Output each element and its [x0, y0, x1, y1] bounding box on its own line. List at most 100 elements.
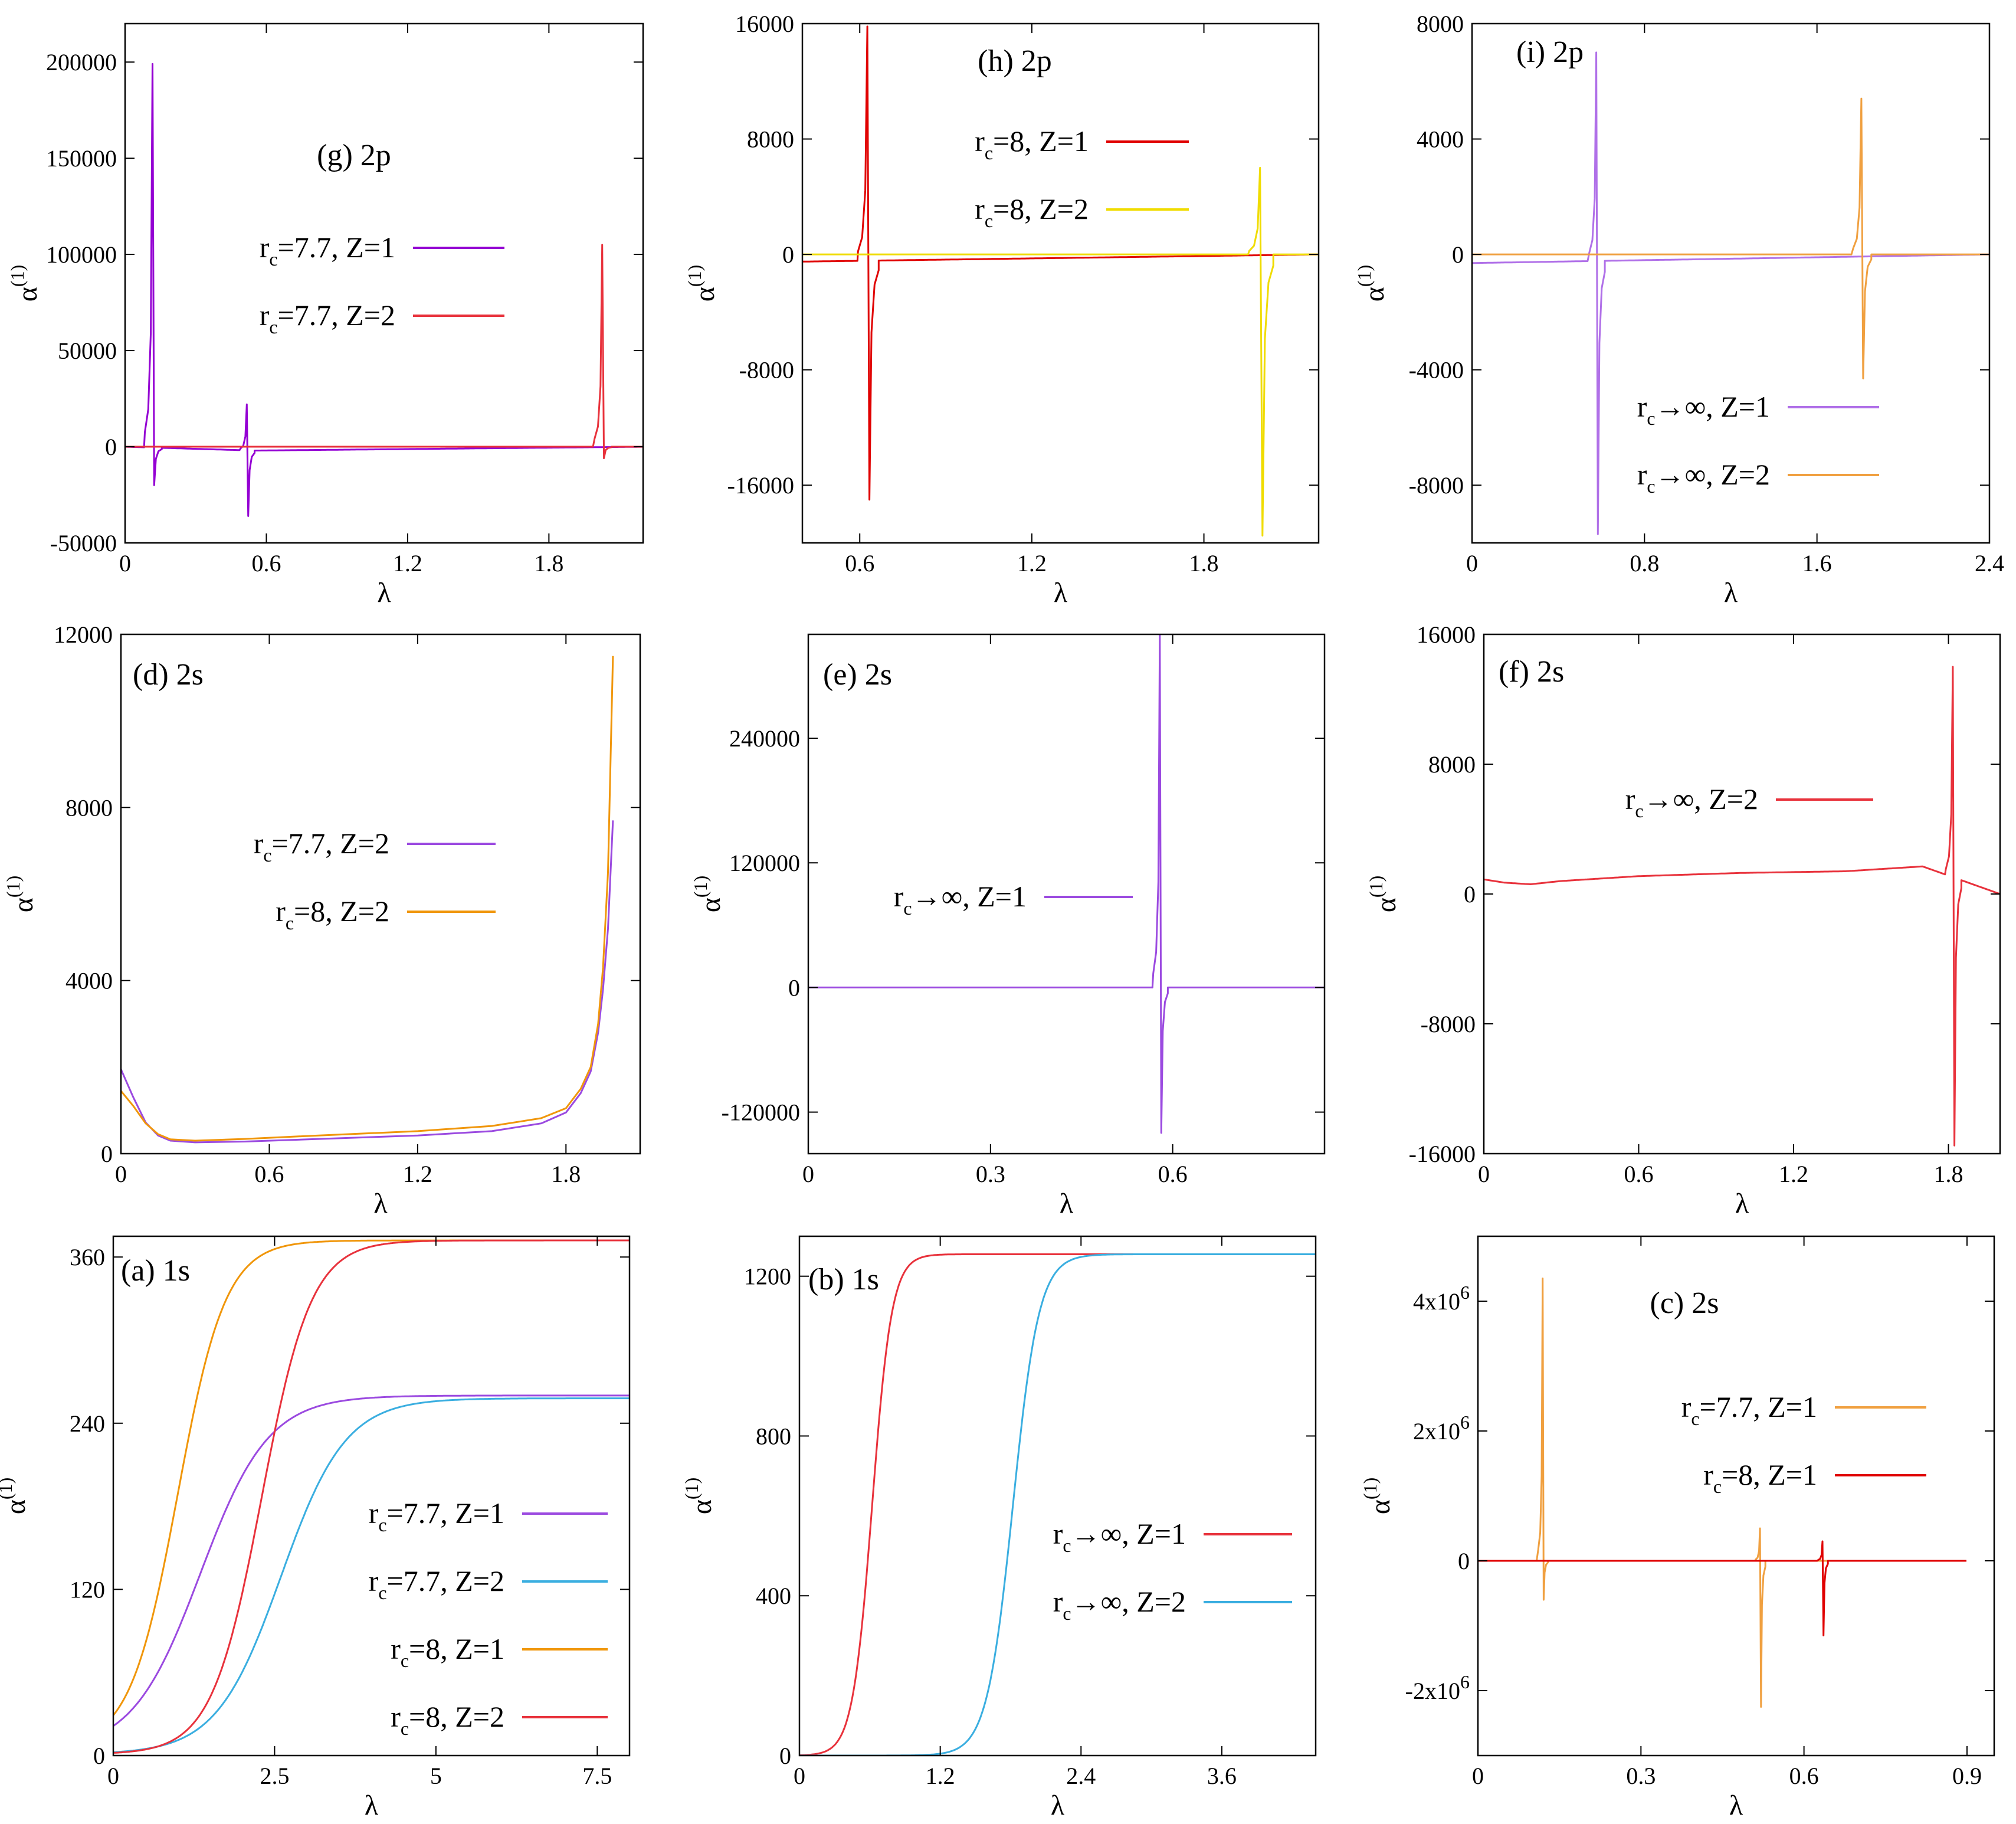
- panel-g: 0 0.6 1.2 1.8-50000050000100000150000200000…: [6, 22, 644, 608]
- legend-label: rc=8, Z=2: [276, 895, 389, 934]
- legend-label: rc→∞, Z=2: [1625, 782, 1758, 821]
- y-tick-label: 8000: [1428, 751, 1476, 778]
- legend-label: rc=7.7, Z=1: [1681, 1390, 1817, 1429]
- x-tick-label: 0: [1472, 1763, 1484, 1789]
- y-axis-label: α(1): [684, 265, 720, 302]
- y-tick-label: -2x106: [1405, 1671, 1470, 1704]
- legend-label: rc→∞, Z=1: [1053, 1517, 1186, 1556]
- x-axis-label: λ: [1060, 1188, 1074, 1219]
- legend-label: rc→∞, Z=2: [1637, 458, 1770, 497]
- x-tick-label: 0.6: [1624, 1161, 1654, 1187]
- plot-area: [1484, 666, 2000, 1147]
- x-tick-label: 0: [1478, 1161, 1490, 1187]
- y-tick-label: -16000: [727, 472, 794, 499]
- y-tick-label: 200000: [46, 49, 117, 76]
- x-tick-label: 2.4: [1066, 1763, 1096, 1789]
- y-tick-label: 16000: [735, 11, 794, 37]
- legend-label: rc=8, Z=1: [1703, 1458, 1817, 1497]
- series-line: [1478, 1540, 1966, 1636]
- x-tick-label: 0.6: [254, 1161, 284, 1187]
- y-axis-label: α(1): [1365, 876, 1402, 912]
- x-tick-label: 1.2: [926, 1763, 955, 1789]
- plot-frame: [120, 633, 641, 1155]
- panel-title: (e) 2s: [823, 658, 892, 692]
- panel-title: (f) 2s: [1499, 655, 1564, 689]
- panel-title: (i) 2p: [1516, 35, 1584, 69]
- x-tick-label: 1.8: [1189, 550, 1219, 577]
- legend-label: rc=8, Z=2: [975, 192, 1089, 231]
- series-line: [113, 1239, 630, 1754]
- panel-title: (g) 2p: [317, 139, 391, 172]
- panel-title: (h) 2p: [978, 44, 1052, 78]
- y-tick-label: 0: [93, 1743, 105, 1769]
- y-tick-label: 240: [70, 1410, 105, 1437]
- series-line: [802, 166, 1318, 537]
- x-axis-label: λ: [1729, 1790, 1743, 1821]
- x-axis-label: λ: [373, 1188, 388, 1219]
- plot-area: [113, 1239, 630, 1754]
- legend-label: rc→∞, Z=1: [894, 880, 1027, 919]
- panel-title: (c) 2s: [1650, 1286, 1719, 1320]
- y-tick-label: 0: [1458, 1548, 1470, 1574]
- series-line: [125, 244, 643, 460]
- x-tick-label: 0: [1466, 550, 1478, 577]
- panel-f: 0 0.6 1.2 1.8 -16000 -8000 0 8000 16000 λ α(1) (f) …: [1365, 621, 2001, 1219]
- y-tick-label: 4x106: [1413, 1282, 1470, 1315]
- legend-label: rc=8, Z=1: [975, 125, 1089, 163]
- plot-frame: [801, 22, 1320, 544]
- plot-area: [121, 656, 614, 1144]
- panel-b: 0 1.2 2.4 3.6 0 400 800 1200 λ α(1) (b) 1s rc→∞, Z=…: [681, 1235, 1317, 1821]
- y-tick-label: -8000: [739, 357, 794, 384]
- y-tick-label: 8000: [747, 126, 794, 153]
- legend-label: rc=7.7, Z=2: [369, 1564, 504, 1603]
- x-tick-label: 1.2: [393, 550, 422, 577]
- x-axis-label: λ: [377, 577, 391, 608]
- y-tick-label: -16000: [1409, 1141, 1476, 1167]
- y-tick-label: -4000: [1409, 357, 1464, 384]
- x-tick-label: 1.8: [551, 1161, 581, 1187]
- series-line: [121, 656, 614, 1142]
- x-tick-label: 0.9: [1952, 1763, 1982, 1789]
- y-axis-label: α(1): [2, 876, 39, 912]
- x-tick-label: 1.8: [1934, 1161, 1963, 1187]
- plot-area: [802, 25, 1318, 537]
- series-line: [113, 1394, 630, 1727]
- y-tick-label: 120: [70, 1576, 105, 1603]
- y-tick-label: -8000: [1421, 1011, 1476, 1037]
- y-tick-label: 150000: [46, 145, 117, 172]
- y-tick-label: 400: [756, 1583, 791, 1609]
- x-axis-label: λ: [1054, 577, 1068, 608]
- panel-d: 0 0.6 1.2 1.8 0 4000 8000 12000 λ α(1) (d) 2s rc=7.…: [2, 621, 641, 1219]
- x-tick-label: 0.6: [251, 550, 281, 577]
- panel-c: 0 0.3 0.6 0.9 -2x106 0 2x106 4x106 λ α(1) (c) 2s rc…: [1359, 1235, 1995, 1821]
- legend-label: rc→∞, Z=2: [1053, 1585, 1186, 1624]
- legend-label: rc→∞, Z=1: [1637, 390, 1770, 429]
- panel-a: 0 2.5 5 7.5 0 120 240 360 λ α(1) (a) 1s rc=7.7, Z=1…: [0, 1235, 631, 1821]
- x-tick-label: 2.5: [260, 1763, 289, 1789]
- series-line: [113, 1239, 630, 1716]
- x-tick-label: 0: [115, 1161, 127, 1187]
- y-tick-label: 1200: [744, 1263, 791, 1290]
- y-axis-label: α(1): [1359, 1478, 1396, 1514]
- x-tick-label: 2.4: [1975, 550, 2004, 577]
- y-tick-label: 4000: [65, 968, 113, 994]
- panel-h: 0.6 1.2 1.8 -16000 -8000 0 8000 16000 λ α(1) (h) 2…: [684, 11, 1320, 608]
- panel-i: 0 0.8 1.6 2.4 -8000 -4000 0 4000 8000 λ α(1) (i) 2p…: [1353, 11, 2004, 608]
- series-line: [799, 1253, 1316, 1756]
- x-tick-label: 0.6: [1158, 1161, 1188, 1187]
- y-axis-label: α(1): [6, 265, 43, 302]
- x-tick-label: 1.2: [1017, 550, 1047, 577]
- y-tick-label: 360: [70, 1244, 105, 1270]
- series-line: [1472, 51, 1989, 535]
- y-tick-label: 0: [105, 434, 117, 460]
- y-tick-label: 0: [788, 974, 800, 1001]
- legend-label: rc=8, Z=2: [391, 1700, 504, 1739]
- plot-area: [1472, 51, 1989, 535]
- x-tick-label: 0: [119, 550, 131, 577]
- plot-frame: [1471, 22, 1991, 544]
- x-tick-label: 0.6: [1789, 1763, 1819, 1789]
- x-tick-label: 0.8: [1630, 550, 1659, 577]
- y-tick-label: 0: [1464, 881, 1476, 908]
- x-axis-label: λ: [1735, 1188, 1749, 1219]
